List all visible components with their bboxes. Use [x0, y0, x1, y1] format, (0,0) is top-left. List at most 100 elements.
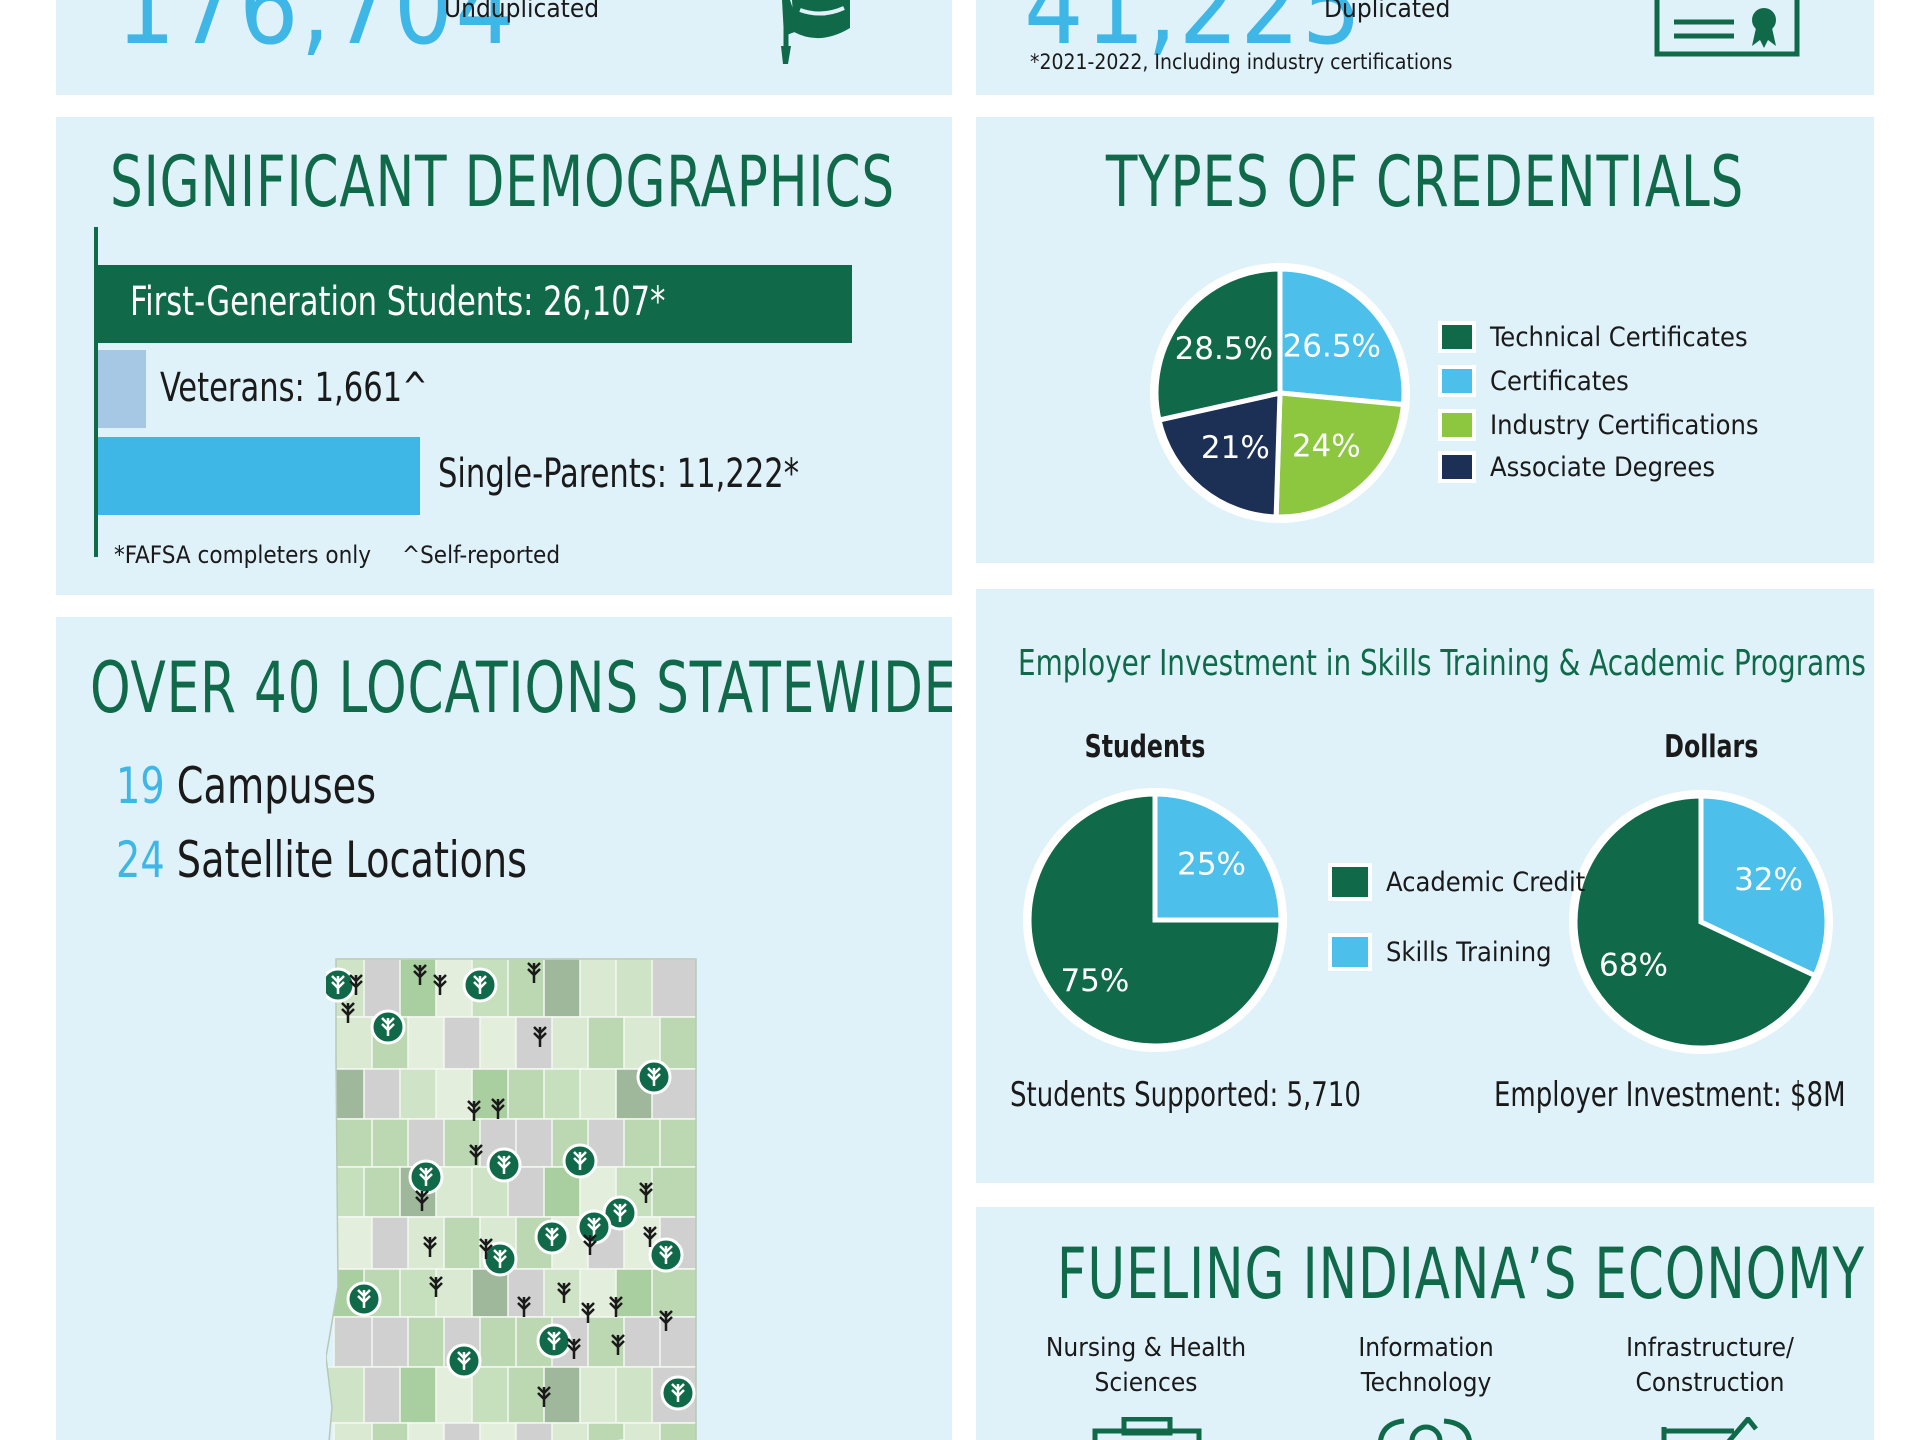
footnote-self-reported: ^Self-reported	[402, 541, 561, 569]
pie-data-label: 21%	[1201, 430, 1270, 466]
campus-marker-icon	[647, 1067, 661, 1086]
legend-label: Associate Degrees	[1490, 451, 1715, 483]
pie-slice-associate-degrees	[1155, 389, 1283, 520]
map-county	[651, 959, 696, 1018]
satellite-marker	[517, 1296, 531, 1317]
map-county	[579, 1068, 619, 1120]
credentials-footnote: *2021-2022, Including industry certifica…	[1030, 50, 1453, 74]
map-county	[651, 1268, 696, 1318]
map-county	[543, 1366, 583, 1424]
map-county	[333, 1016, 375, 1070]
satellite-marker	[491, 1098, 505, 1119]
bar-label-first-generation: First-Generation Students: 26,107*	[130, 279, 666, 325]
satellite-line: 24 Satellite Locations	[116, 831, 527, 889]
pie-data-label: 25%	[1177, 846, 1246, 882]
legend-swatch	[1438, 321, 1476, 353]
dollars-pie: 32% 68%	[1569, 790, 1833, 1054]
campus-marker-icon	[473, 975, 487, 994]
legend-label: Academic Credit	[1386, 866, 1586, 898]
legend-technical-certificates: Technical Certificates	[1438, 321, 1748, 353]
legend-skills-training: Skills Training	[1328, 933, 1552, 971]
map-county	[579, 959, 619, 1018]
dollars-heading: Dollars	[1664, 729, 1759, 765]
map-county	[543, 959, 583, 1018]
legend-swatch	[1328, 933, 1372, 971]
map-county	[587, 1316, 627, 1368]
demographics-axis	[94, 227, 98, 557]
bar-first-generation	[98, 265, 852, 343]
legend-swatch	[1438, 409, 1476, 441]
legend-label: Certificates	[1490, 365, 1629, 397]
map-county	[399, 1366, 439, 1424]
map-county	[615, 1268, 655, 1318]
satellite-marker	[341, 1002, 355, 1023]
map-county	[515, 1422, 555, 1440]
map-county	[371, 1118, 411, 1168]
sector-line: Construction	[1635, 1368, 1785, 1398]
map-county	[326, 1068, 367, 1120]
map-county	[479, 1422, 519, 1440]
students-pie: 25% 75%	[1023, 788, 1287, 1052]
legend-label: Skills Training	[1386, 936, 1552, 968]
legend-label: Technical Certificates	[1490, 321, 1748, 353]
employer-investment-total: Employer Investment: $8M	[1494, 1075, 1846, 1115]
sector-line: Sciences	[1094, 1368, 1198, 1398]
campuses-line: 19 Campuses	[116, 757, 376, 815]
map-county	[579, 1366, 619, 1424]
campus-marker-icon	[587, 1217, 601, 1236]
credentials-title: TYPES OF CREDENTIALS	[1105, 141, 1745, 223]
map-county	[371, 1422, 411, 1440]
legend-swatch	[1328, 863, 1372, 901]
map-county	[587, 1016, 627, 1070]
campus-marker-icon	[497, 1155, 511, 1174]
sector-line: Information	[1358, 1333, 1494, 1363]
satellite-marker	[469, 1144, 483, 1165]
map-county	[371, 1316, 411, 1368]
enrollment-number: 176,704	[116, 0, 517, 68]
medical-kit-icon	[1092, 1417, 1202, 1440]
campus-marker-icon	[457, 1351, 471, 1370]
credentials-number: 41,225	[1024, 0, 1364, 68]
pie-slice-industry-certifications	[1273, 390, 1407, 520]
economy-panel: FUELING INDIANA’S ECONOMY Nursing & Heal…	[976, 1207, 1874, 1440]
map-county	[443, 1016, 483, 1070]
map-county	[507, 1068, 547, 1120]
map-county	[543, 1068, 583, 1120]
satellite-marker	[433, 974, 447, 995]
credentials-label: Duplicated	[1324, 0, 1451, 24]
map-county	[399, 1068, 439, 1120]
satellite-marker	[537, 1386, 551, 1407]
satellite-marker	[527, 962, 541, 983]
map-county	[659, 1016, 696, 1070]
bar-label-single-parents: Single-Parents: 11,222*	[438, 451, 800, 497]
map-county	[399, 1268, 439, 1318]
map-county	[579, 1268, 619, 1318]
hammer-icon	[1661, 1417, 1758, 1440]
map-county	[333, 1216, 375, 1270]
footnote-fafsa: *FAFSA completers only	[114, 541, 372, 569]
pie-slice-certificates	[1277, 266, 1407, 408]
campus-marker-icon	[613, 1203, 627, 1222]
locations-title: OVER 40 LOCATIONS STATEWIDE	[90, 647, 952, 729]
pie-slice-technical-certificates	[1153, 266, 1283, 424]
legend-associate-degrees: Associate Degrees	[1438, 451, 1715, 483]
satellite-marker	[557, 1282, 571, 1303]
campus-marker-icon	[357, 1289, 371, 1308]
satellite-marker	[639, 1182, 653, 1203]
legend-certificates: Certificates	[1438, 365, 1629, 397]
map-county	[407, 1118, 447, 1168]
pie-data-label: 24%	[1292, 428, 1361, 464]
satellite-marker	[609, 1296, 623, 1317]
map-county	[551, 1016, 591, 1070]
enrollment-panel: 176,704 Unduplicated	[56, 0, 952, 95]
campus-marker-icon	[419, 1167, 433, 1186]
sector-nursing: Nursing & Health Sciences	[1026, 1331, 1266, 1401]
sector-line: Technology	[1360, 1368, 1492, 1398]
satellite-marker	[611, 1334, 625, 1355]
map-county	[443, 1422, 483, 1440]
campus-marker-icon	[545, 1227, 559, 1246]
pie-slice-academic-credit	[1026, 791, 1284, 1049]
campus-marker-icon	[331, 975, 345, 994]
bar-veterans	[98, 350, 146, 428]
map-county	[435, 1068, 475, 1120]
